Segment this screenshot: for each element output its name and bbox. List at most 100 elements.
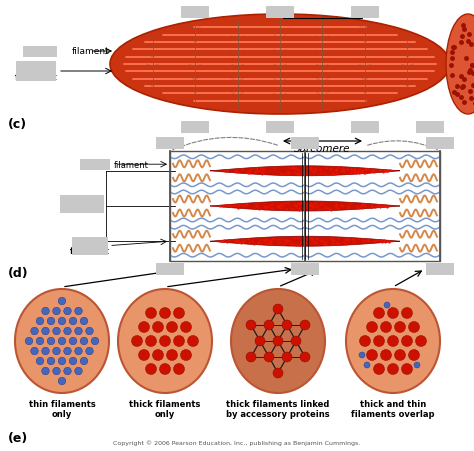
Circle shape bbox=[64, 327, 71, 335]
Circle shape bbox=[53, 368, 60, 375]
Circle shape bbox=[75, 368, 82, 375]
Text: thin filaments
only: thin filaments only bbox=[28, 399, 95, 419]
Ellipse shape bbox=[231, 290, 325, 393]
Circle shape bbox=[173, 364, 184, 375]
Bar bbox=[291, 138, 319, 150]
Bar bbox=[156, 263, 184, 276]
Circle shape bbox=[291, 336, 301, 346]
Circle shape bbox=[388, 308, 399, 319]
Text: (c): (c) bbox=[8, 118, 27, 131]
Circle shape bbox=[364, 362, 370, 368]
Circle shape bbox=[80, 337, 88, 345]
Circle shape bbox=[58, 298, 66, 305]
Circle shape bbox=[146, 308, 156, 319]
Circle shape bbox=[388, 336, 399, 347]
Circle shape bbox=[86, 347, 93, 355]
Circle shape bbox=[146, 336, 156, 347]
Circle shape bbox=[282, 352, 292, 362]
Circle shape bbox=[138, 322, 149, 333]
Circle shape bbox=[64, 368, 71, 375]
Circle shape bbox=[401, 364, 412, 375]
Circle shape bbox=[138, 350, 149, 361]
Bar bbox=[170, 152, 440, 262]
Ellipse shape bbox=[110, 15, 450, 115]
Circle shape bbox=[273, 304, 283, 314]
Circle shape bbox=[80, 357, 88, 365]
Circle shape bbox=[42, 347, 49, 355]
Circle shape bbox=[25, 337, 33, 345]
Circle shape bbox=[416, 336, 427, 347]
Circle shape bbox=[381, 350, 392, 361]
Circle shape bbox=[300, 320, 310, 330]
Circle shape bbox=[166, 350, 177, 361]
Text: Thin: Thin bbox=[84, 161, 105, 169]
Bar bbox=[156, 138, 184, 150]
Circle shape bbox=[282, 320, 292, 330]
Circle shape bbox=[53, 308, 60, 315]
Circle shape bbox=[246, 352, 256, 362]
Bar bbox=[416, 122, 444, 133]
Ellipse shape bbox=[446, 15, 474, 115]
Circle shape bbox=[159, 308, 171, 319]
Circle shape bbox=[374, 336, 384, 347]
Circle shape bbox=[181, 350, 191, 361]
Circle shape bbox=[75, 327, 82, 335]
Ellipse shape bbox=[15, 290, 109, 393]
Bar bbox=[351, 122, 379, 133]
Bar bbox=[23, 46, 57, 57]
Bar bbox=[80, 159, 110, 170]
Text: filament: filament bbox=[72, 47, 110, 56]
Circle shape bbox=[264, 352, 274, 362]
Circle shape bbox=[394, 322, 405, 333]
Circle shape bbox=[409, 350, 419, 361]
Circle shape bbox=[409, 322, 419, 333]
Text: thick filaments linked
by accessory proteins: thick filaments linked by accessory prot… bbox=[226, 399, 330, 419]
Circle shape bbox=[86, 327, 93, 335]
Circle shape bbox=[58, 357, 66, 365]
Text: Copyright © 2006 Pearson Education, Inc., publishing as Benjamin Cummings.: Copyright © 2006 Pearson Education, Inc.… bbox=[113, 439, 361, 445]
Bar bbox=[351, 7, 379, 19]
Bar bbox=[426, 138, 454, 150]
Circle shape bbox=[374, 364, 384, 375]
Circle shape bbox=[246, 320, 256, 330]
Text: filament: filament bbox=[114, 161, 149, 169]
Circle shape bbox=[53, 327, 60, 335]
Circle shape bbox=[394, 350, 405, 361]
Circle shape bbox=[31, 327, 38, 335]
Bar bbox=[291, 263, 319, 276]
Text: thick filaments
only: thick filaments only bbox=[129, 399, 201, 419]
Circle shape bbox=[359, 352, 365, 358]
Circle shape bbox=[64, 308, 71, 315]
Circle shape bbox=[47, 357, 55, 365]
Circle shape bbox=[42, 327, 49, 335]
Circle shape bbox=[414, 362, 420, 368]
Circle shape bbox=[159, 336, 171, 347]
Circle shape bbox=[91, 337, 99, 345]
Ellipse shape bbox=[346, 290, 440, 393]
Bar bbox=[181, 7, 209, 19]
Bar bbox=[266, 7, 294, 19]
Circle shape bbox=[58, 318, 66, 325]
Text: Thick
filament: Thick filament bbox=[70, 236, 110, 256]
Circle shape bbox=[75, 308, 82, 315]
Bar bbox=[16, 62, 56, 82]
Polygon shape bbox=[210, 202, 400, 212]
Circle shape bbox=[300, 352, 310, 362]
Bar bbox=[426, 263, 454, 276]
Polygon shape bbox=[210, 166, 400, 176]
Circle shape bbox=[36, 318, 44, 325]
Circle shape bbox=[374, 308, 384, 319]
Text: Thin: Thin bbox=[29, 47, 51, 56]
Text: (e): (e) bbox=[8, 431, 28, 444]
Circle shape bbox=[188, 336, 199, 347]
Circle shape bbox=[53, 347, 60, 355]
Text: Thick
filament: Thick filament bbox=[15, 62, 57, 82]
Circle shape bbox=[388, 364, 399, 375]
Circle shape bbox=[173, 308, 184, 319]
Bar bbox=[181, 122, 209, 133]
Circle shape bbox=[366, 350, 377, 361]
Circle shape bbox=[47, 318, 55, 325]
Circle shape bbox=[64, 347, 71, 355]
Circle shape bbox=[366, 322, 377, 333]
Bar bbox=[266, 122, 294, 133]
